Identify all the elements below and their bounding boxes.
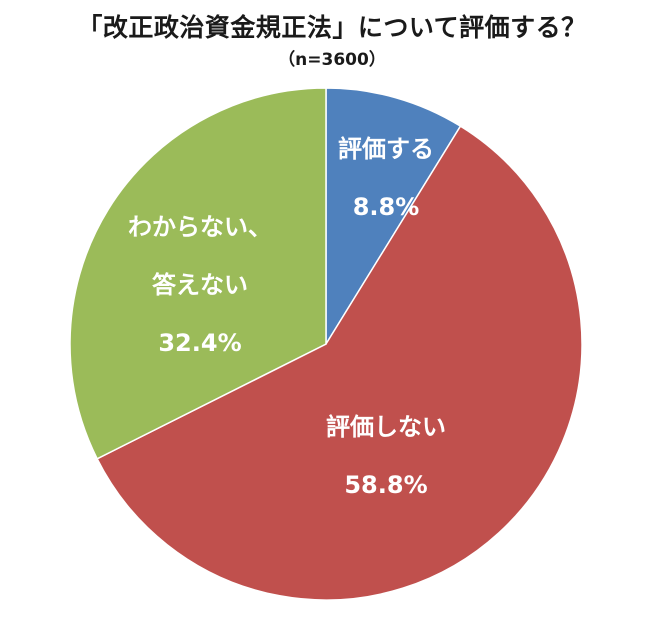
slice-category-label: わからない、 [128,213,272,241]
slice-category-label: 評価する [338,135,434,163]
pie-slice-1 [325,87,462,347]
slice-category-label: 評価しない [326,413,446,441]
pie-slice-2 [96,125,583,601]
chart-title: 「改正政治資金規正法」について評価する？ [77,13,587,42]
pie-slices [69,87,583,601]
chart-subtitle: （n=3600） [278,50,386,70]
slice-category-label: 答えない [152,271,248,299]
slice-value-label: 8.8% [353,193,420,221]
slice-value-label: 58.8% [344,471,427,499]
pie-slice-3 [69,87,327,460]
slice-value-label: 32.4% [158,329,241,357]
pie-labels: 評価する 8.8% 評価しない 58.8% わからない、答えない 32.4% [128,135,446,499]
